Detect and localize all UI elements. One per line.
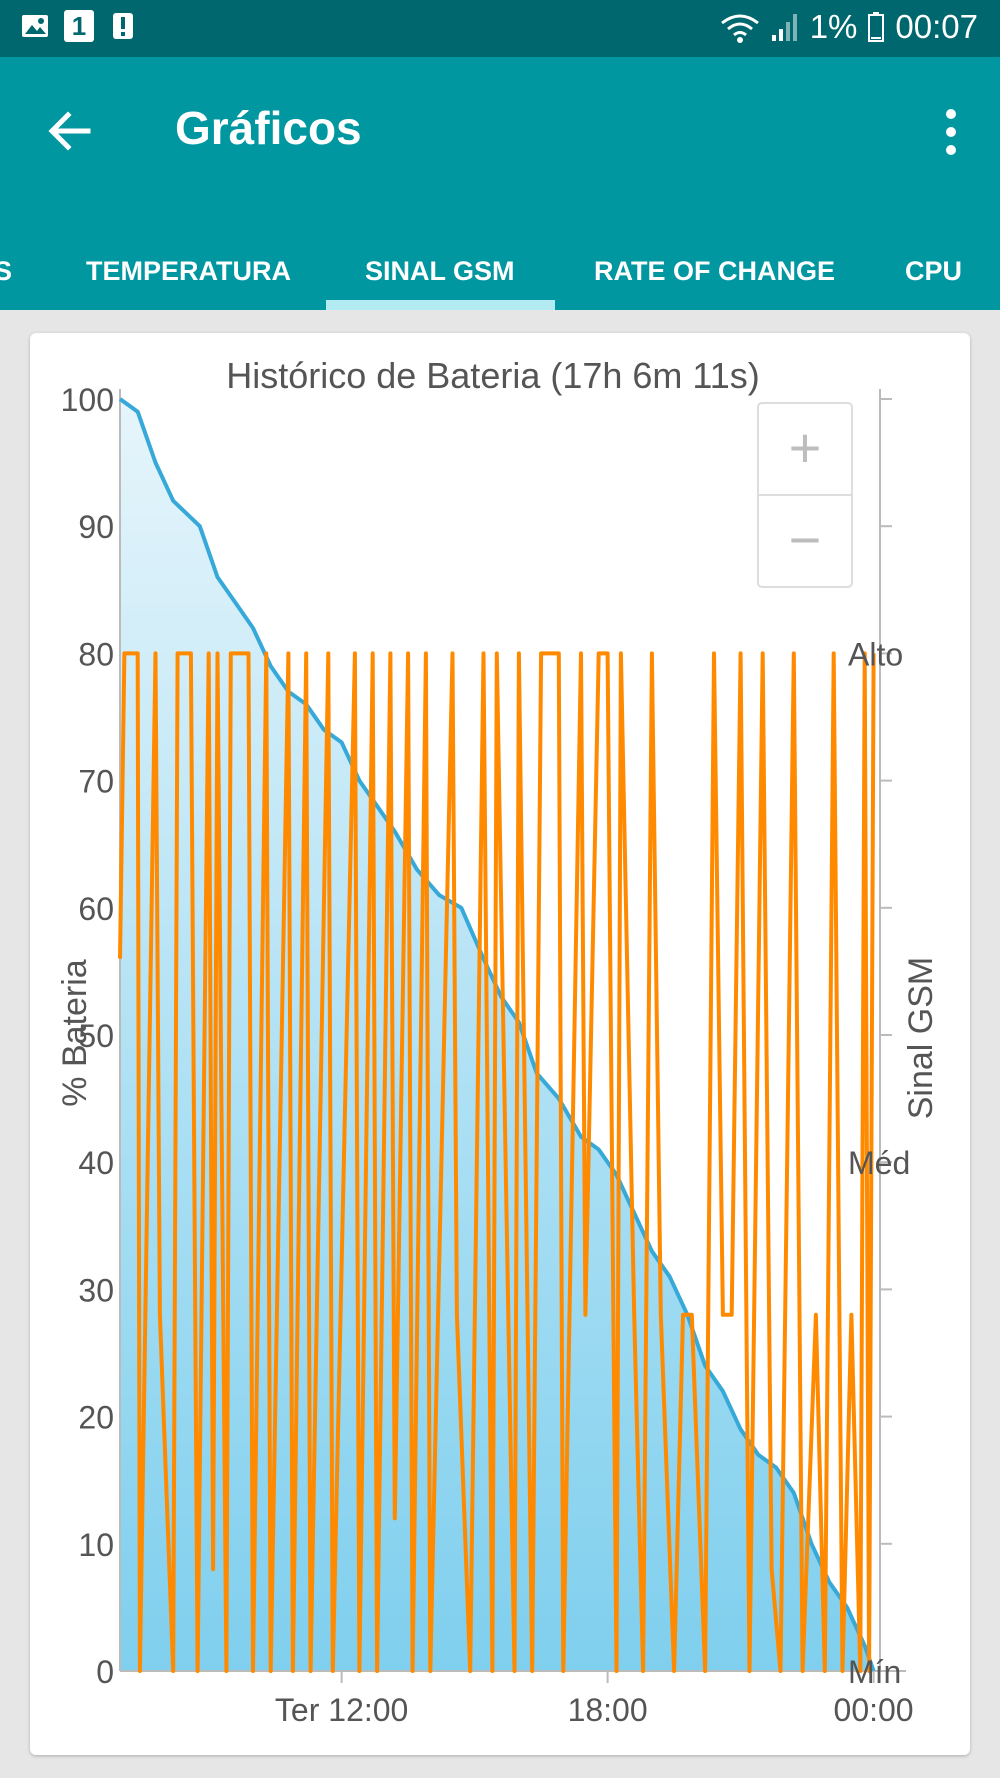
y-tick-label: 10 — [78, 1527, 114, 1563]
y2-tick-label: Mín — [848, 1654, 901, 1690]
tab-temperatura[interactable]: TEMPERATURA — [86, 256, 291, 286]
signal-icon — [771, 14, 797, 41]
tab-indicator — [326, 300, 555, 310]
app-bar: Gráficos S TEMPERATURA SINAL GSM RATE OF… — [0, 57, 1000, 310]
battery-history-chart[interactable]: 0 10 20 30 40 50 60 70 80 90 100 Mín Méd Alto Ter 12:0… — [30, 333, 970, 1755]
y-tick-label: 90 — [78, 509, 114, 545]
tab-cpu[interactable]: CPU — [905, 256, 963, 286]
y-tick-label: 60 — [78, 891, 114, 927]
zoom-out-button[interactable]: − — [789, 508, 822, 571]
wifi-icon — [720, 14, 759, 43]
y-tick-label: 30 — [78, 1272, 114, 1308]
status-bar: 1 1% 00:07 — [0, 0, 1000, 57]
tab-partial[interactable]: S — [0, 256, 13, 286]
alert-icon — [113, 13, 133, 39]
y-tick-label: 20 — [78, 1400, 114, 1436]
battery-icon — [868, 12, 885, 42]
image-icon — [22, 15, 48, 37]
y-tick-label: 80 — [78, 636, 114, 672]
signal-line — [118, 651, 876, 1673]
tab-sinal-gsm[interactable]: SINAL GSM — [365, 256, 515, 286]
y-tick-label: 50 — [78, 1018, 114, 1054]
x-tick-label: Ter 12:00 — [275, 1692, 408, 1728]
x-tick-label: 00:00 — [834, 1692, 914, 1728]
notification-badge-icon: 1 — [64, 10, 94, 42]
y2-tick-label: Méd — [848, 1145, 910, 1181]
y-tick-label: 40 — [78, 1145, 114, 1181]
chart-title: Histórico de Bateria (17h 6m 11s) — [226, 355, 760, 396]
x-tick-label: 18:00 — [568, 1692, 648, 1728]
y-tick-label: 70 — [78, 764, 114, 800]
y2-axis-title: Sinal GSM — [902, 957, 940, 1120]
page-title: Gráficos — [175, 102, 362, 154]
battery-line — [118, 397, 876, 1672]
y-axis-title: % Bateria — [56, 959, 94, 1106]
y2-tick-label: Alto — [848, 636, 903, 672]
zoom-in-button[interactable]: + — [789, 416, 822, 479]
y-tick-label: 100 — [61, 382, 114, 418]
y-tick-label: 0 — [96, 1654, 114, 1690]
tab-bar: S TEMPERATURA SINAL GSM RATE OF CHANGE C… — [0, 232, 1000, 310]
status-time: 00:07 — [895, 8, 978, 45]
battery-percent: 1% — [809, 8, 858, 45]
tab-rate-of-change[interactable]: RATE OF CHANGE — [594, 256, 835, 286]
more-vert-icon[interactable] — [926, 97, 976, 167]
chart-card: 0 10 20 30 40 50 60 70 80 90 100 Mín Méd Alto Ter 12:0… — [30, 333, 970, 1755]
arrow-back-icon[interactable] — [36, 97, 104, 165]
